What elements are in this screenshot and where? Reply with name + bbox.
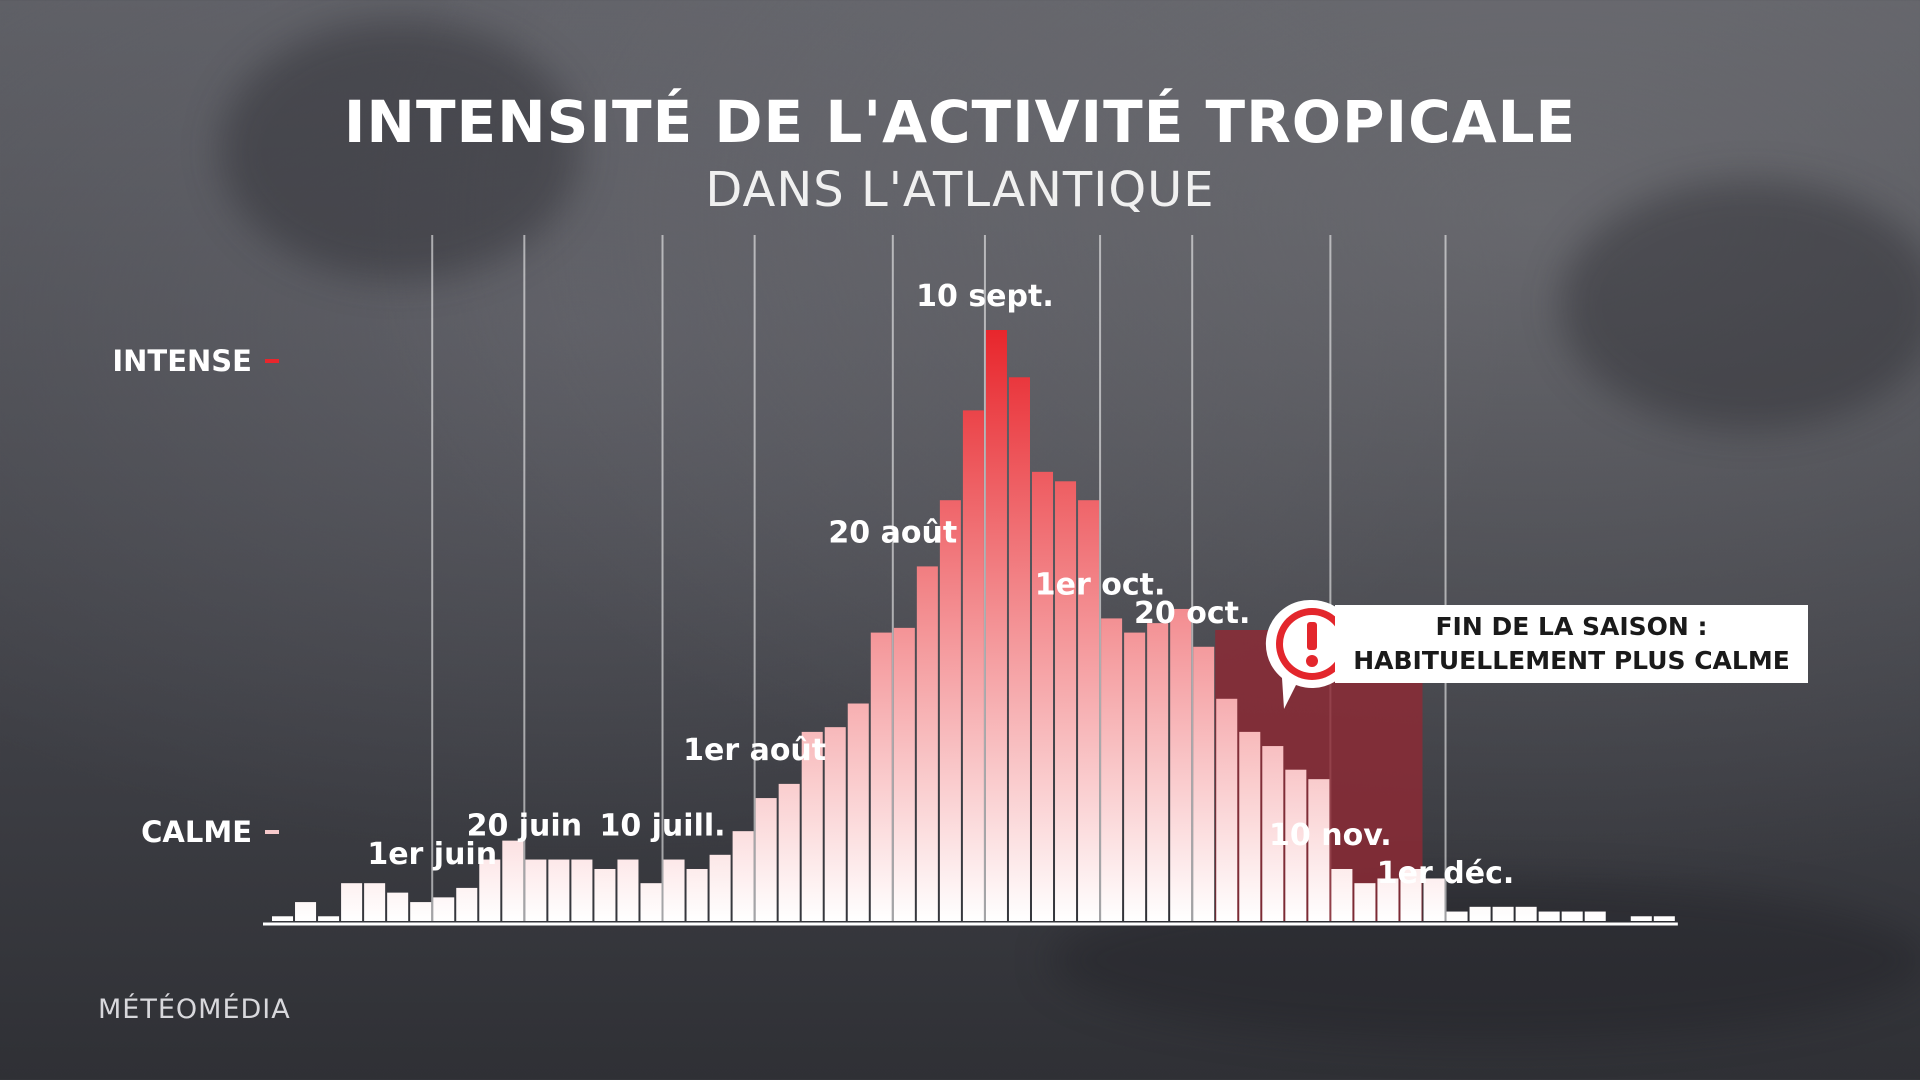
bar	[1515, 906, 1537, 921]
y-tick-label-intense: INTENSE	[112, 344, 252, 378]
bar	[617, 859, 639, 921]
date-label: 10 juill.	[599, 809, 725, 844]
bar	[1124, 632, 1146, 921]
callout-line-1: FIN DE LA SAISON :	[1435, 612, 1708, 641]
date-label: 10 nov.	[1269, 818, 1392, 853]
date-label: 10 sept.	[916, 279, 1054, 314]
bar	[801, 731, 823, 921]
bar	[1446, 911, 1468, 921]
bar	[272, 916, 294, 921]
bar	[387, 892, 409, 921]
bar	[1170, 608, 1192, 921]
chart-subtitle: DANS L'ATLANTIQUE	[705, 162, 1215, 218]
date-label: 20 juin	[467, 809, 582, 844]
bar	[824, 727, 846, 921]
bar	[456, 887, 478, 921]
date-label: 20 août	[828, 515, 957, 550]
y-tick-label-calme: CALME	[141, 815, 252, 849]
bar	[1008, 377, 1030, 921]
date-label: 1er oct.	[1035, 567, 1166, 602]
bar	[1193, 646, 1215, 921]
background-palm-shape	[1560, 180, 1920, 430]
bar	[893, 627, 915, 921]
bar	[1653, 916, 1675, 921]
alert-exclamation-icon	[1265, 599, 1356, 709]
bar	[1377, 878, 1399, 921]
background-palm-shape	[220, 20, 580, 280]
date-label: 1er déc.	[1377, 856, 1514, 891]
bar	[594, 868, 616, 921]
bar	[1584, 911, 1606, 921]
callout-line-2: HABITUELLEMENT PLUS CALME	[1353, 646, 1790, 675]
chart-title: INTENSITÉ DE L'ACTIVITÉ TROPICALE	[343, 88, 1577, 156]
bar	[640, 883, 662, 921]
bar	[1423, 878, 1445, 921]
bar	[1101, 618, 1123, 921]
bar	[525, 859, 547, 921]
season-end-callout: FIN DE LA SAISON : HABITUELLEMENT PLUS C…	[1335, 605, 1808, 683]
bar	[318, 916, 340, 921]
bar	[1400, 868, 1422, 921]
bar	[663, 859, 685, 921]
date-label: 1er août	[683, 733, 826, 768]
bar	[502, 840, 524, 921]
bar	[1331, 868, 1353, 921]
bar	[1078, 500, 1100, 921]
bar	[870, 632, 892, 921]
bar	[1262, 746, 1284, 921]
bar	[548, 859, 570, 921]
bar	[1147, 623, 1169, 921]
bar	[939, 500, 961, 921]
bar	[479, 859, 501, 921]
bar	[709, 854, 731, 921]
bar	[1216, 698, 1238, 921]
bar	[1055, 481, 1077, 921]
bar	[364, 883, 386, 921]
bar	[1308, 779, 1330, 921]
bar	[916, 566, 938, 921]
date-label: 20 oct.	[1134, 596, 1250, 631]
bar	[1492, 906, 1514, 921]
bar	[985, 330, 1007, 921]
bar	[571, 859, 593, 921]
bar	[433, 897, 455, 921]
bar	[1354, 883, 1376, 921]
brand-logo-text: MÉTÉOMÉDIA	[98, 994, 291, 1025]
bar	[778, 783, 800, 921]
bar	[1469, 906, 1491, 921]
bar	[962, 410, 984, 921]
bar	[341, 883, 363, 921]
bar	[1285, 769, 1307, 921]
bar	[1630, 916, 1652, 921]
bar	[686, 868, 708, 921]
bar	[1031, 471, 1054, 921]
bar	[1239, 731, 1261, 921]
date-label: 1er juin	[367, 837, 497, 872]
bar	[295, 902, 317, 921]
bar	[755, 798, 777, 921]
bar	[847, 703, 869, 921]
bar	[1538, 911, 1560, 921]
bar	[410, 902, 432, 921]
bar	[732, 831, 754, 921]
bar	[1561, 911, 1583, 921]
